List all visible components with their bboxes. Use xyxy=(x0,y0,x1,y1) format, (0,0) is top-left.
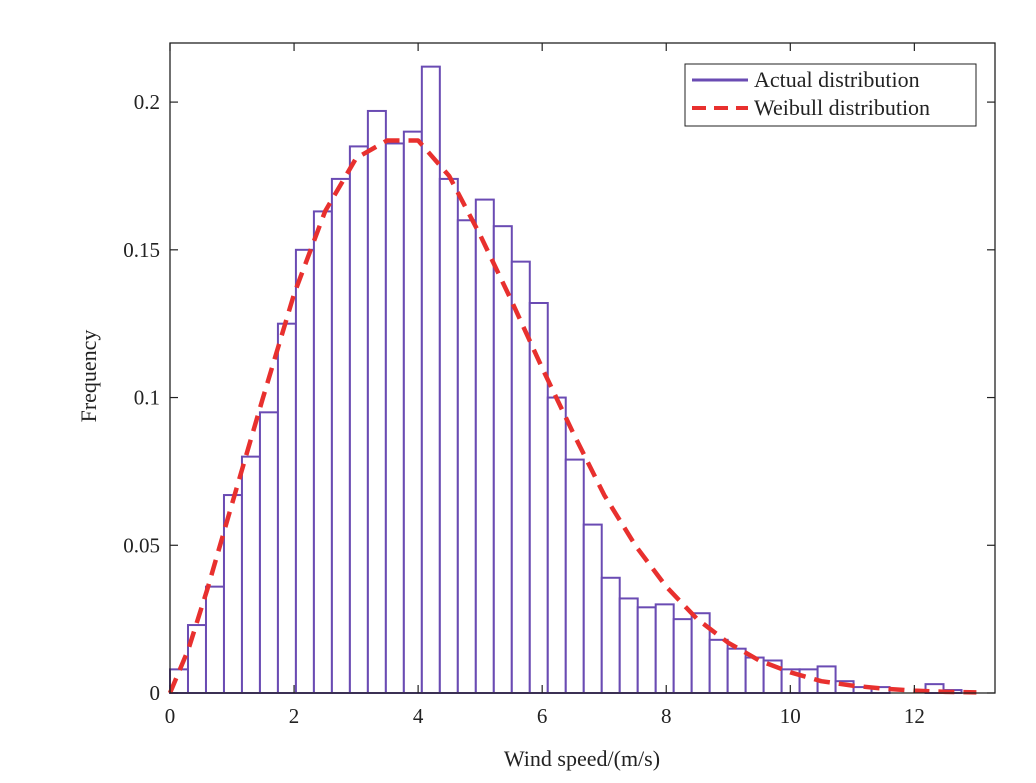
x-tick-label: 4 xyxy=(413,704,424,728)
histogram-bar xyxy=(438,177,459,695)
weibull-curve-layer xyxy=(167,138,977,695)
histogram-bar xyxy=(636,606,657,695)
histogram-bar xyxy=(744,656,765,694)
x-tick-label: 10 xyxy=(780,704,801,728)
y-axis-label: Frequency xyxy=(76,330,101,423)
histogram-bar xyxy=(726,647,747,694)
x-tick-label: 2 xyxy=(289,704,300,728)
histogram-bar xyxy=(384,142,405,694)
y-tick-label: 0 xyxy=(150,681,161,705)
weibull-curve xyxy=(167,138,977,695)
histogram-bar xyxy=(456,219,477,695)
histogram-bar xyxy=(600,576,621,695)
histogram-bar xyxy=(294,248,315,694)
axis-ticks: 0 2 4 6 8 10 12 0 0.05 0.1 0.15 0.2 xyxy=(123,43,995,728)
y-tick-label: 0.05 xyxy=(123,533,160,557)
plot-frame xyxy=(169,42,996,694)
histogram-bar xyxy=(564,458,585,694)
histogram-bar xyxy=(474,198,495,694)
histogram-bar xyxy=(546,396,567,694)
x-tick-label: 6 xyxy=(537,704,548,728)
histogram-bar xyxy=(582,523,603,695)
y-tick-label: 0.15 xyxy=(123,238,160,262)
histogram-bar xyxy=(330,177,351,695)
legend-box xyxy=(684,63,977,127)
histogram-bar xyxy=(258,411,279,694)
x-tick-label: 0 xyxy=(165,704,176,728)
histogram-bar xyxy=(402,130,423,694)
histogram-bar xyxy=(510,260,531,694)
histogram-bar xyxy=(492,225,513,694)
histogram-bar xyxy=(204,585,225,695)
histogram-bar xyxy=(672,618,693,695)
y-tick-label: 0.2 xyxy=(134,90,160,114)
legend: Actual distribution Weibull distribution xyxy=(684,63,977,127)
legend-weibull-label: Weibull distribution xyxy=(754,95,930,120)
histogram-bar xyxy=(240,455,261,695)
histogram-bars xyxy=(169,65,963,695)
legend-actual-label: Actual distribution xyxy=(754,67,920,92)
x-tick-label: 8 xyxy=(661,704,672,728)
histogram-bar xyxy=(654,603,675,694)
x-axis-label: Wind speed/(m/s) xyxy=(504,746,660,771)
histogram-bar xyxy=(366,109,387,694)
histogram-bar xyxy=(312,210,333,694)
x-tick-label: 12 xyxy=(904,704,925,728)
histogram-bar xyxy=(618,597,639,695)
histogram-bar xyxy=(348,145,369,695)
histogram-bar xyxy=(708,638,729,695)
y-tick-label: 0.1 xyxy=(134,386,160,410)
histogram-bar xyxy=(276,322,297,694)
